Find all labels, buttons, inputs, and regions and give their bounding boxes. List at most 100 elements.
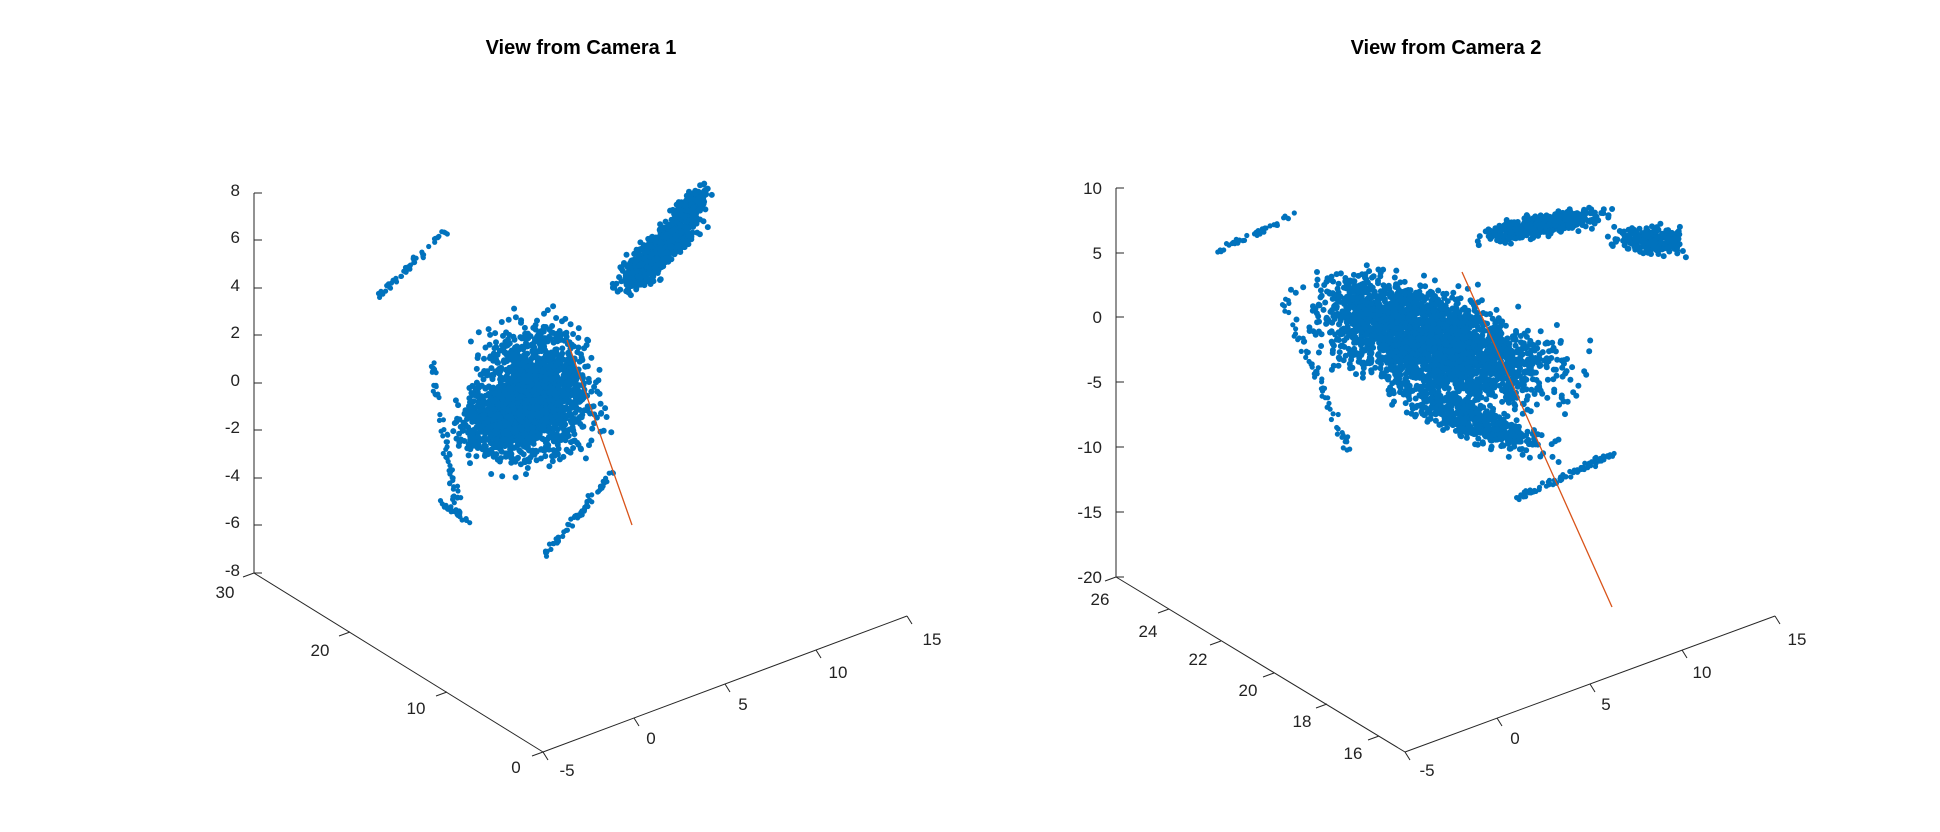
scatter-point (647, 253, 654, 260)
scatter-point (546, 363, 553, 369)
scatter-point (523, 351, 530, 358)
scatter-point (512, 474, 519, 481)
scatter-point (505, 413, 512, 419)
scatter-point (544, 307, 551, 314)
y-tick-label: 10 (407, 699, 426, 718)
scatter-point (547, 376, 554, 382)
scatter-point (506, 340, 513, 347)
scatter-point (1336, 349, 1343, 356)
scatter-point (387, 285, 394, 291)
scatter-point (570, 343, 577, 350)
scatter-point (700, 192, 707, 199)
scatter-point (1569, 364, 1576, 371)
scatter-point (1353, 371, 1359, 378)
scatter-point (582, 455, 589, 462)
scatter-point (623, 270, 629, 277)
scatter-point (1552, 366, 1559, 373)
scatter-point (441, 427, 447, 433)
scatter-point (523, 421, 530, 428)
scatter-point (570, 373, 577, 380)
scatter-point (469, 407, 476, 414)
scatter-point (475, 382, 482, 389)
scatter-point (580, 394, 587, 401)
scatter-point (694, 229, 701, 236)
scatter-point (575, 334, 582, 341)
scatter-point (637, 274, 644, 280)
scatter-point (518, 319, 524, 326)
scatter-point (1557, 338, 1564, 344)
z-tick-label: -10 (1077, 438, 1102, 457)
scatter-point (506, 378, 513, 384)
scatter-point (565, 521, 571, 528)
scatter-point (497, 374, 504, 381)
scatter-point (578, 446, 584, 453)
scatter-point (510, 369, 517, 376)
y-tick-label: 0 (511, 758, 520, 777)
scatter-point (1549, 339, 1556, 346)
scatter-point (516, 409, 523, 416)
scatter-point (483, 447, 489, 454)
scatter-point (588, 354, 595, 361)
scatter-point (568, 439, 574, 446)
scatter-point (573, 418, 580, 425)
scatter-point (603, 414, 610, 420)
scatter-point (553, 315, 560, 321)
scatter-point (546, 433, 553, 440)
scatter-point (466, 440, 473, 447)
scatter-point (1518, 339, 1524, 346)
scatter-point (432, 239, 438, 245)
scatter-point (547, 403, 554, 410)
scatter-point (493, 356, 500, 363)
scatter-point (629, 269, 636, 276)
scatter-point (512, 458, 519, 465)
scatter-point (524, 397, 531, 404)
z-tick-label: -8 (225, 561, 240, 580)
scatter-point (496, 368, 503, 375)
x-axis-ticks (542, 615, 913, 761)
scatter-point (542, 324, 549, 330)
y-axis-ticks (242, 572, 544, 757)
scatter-point (589, 425, 596, 432)
scatter-point (507, 349, 514, 356)
scatter-point (520, 372, 527, 379)
scatter-point (557, 334, 563, 341)
scatter-point (485, 326, 492, 333)
x-tick-label: -5 (1419, 761, 1434, 780)
scatter-point (700, 218, 707, 225)
scatter-point (498, 319, 505, 325)
scatter-point (475, 329, 482, 336)
scatter-point (457, 511, 463, 517)
scatter-point (1485, 376, 1492, 383)
scatter-point (1550, 344, 1557, 351)
scatter-point (492, 390, 498, 397)
scatter-point (517, 367, 524, 374)
z-tick-label: -20 (1077, 568, 1102, 587)
scatter-point (430, 388, 436, 394)
scatter-point (647, 281, 654, 287)
scatter-point (588, 437, 595, 444)
z-tick-label: 5 (1093, 244, 1102, 263)
scatter-point (1559, 373, 1566, 380)
scatter-point (511, 305, 518, 312)
scatter-point (657, 277, 663, 283)
scatter-point (704, 224, 711, 231)
point-cloud-series (375, 180, 715, 559)
scatter-point (441, 229, 447, 235)
scatter-point (654, 261, 661, 268)
scatter-point (645, 270, 652, 277)
scatter-point (1558, 394, 1565, 401)
y-axis-line (253, 572, 544, 753)
scatter-point (533, 448, 540, 455)
scatter-point (577, 389, 584, 396)
scatter-point (549, 458, 556, 465)
scatter-point (524, 435, 531, 442)
scatter-point (686, 232, 692, 239)
scatter-point (494, 351, 501, 358)
scatter-point (450, 486, 456, 492)
scatter-point (531, 434, 537, 441)
scatter-point (488, 365, 495, 372)
scatter-point (433, 382, 439, 388)
scatter-point (596, 366, 603, 373)
z-tick-label: -4 (225, 466, 240, 485)
scatter-point (467, 520, 473, 526)
